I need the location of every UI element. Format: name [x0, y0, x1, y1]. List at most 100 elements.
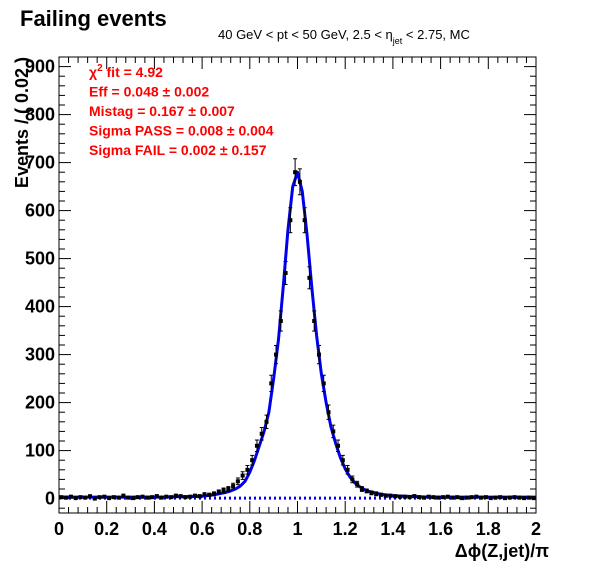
data-point — [498, 495, 503, 500]
data-point — [464, 495, 469, 500]
data-point — [383, 493, 388, 498]
data-point-marker — [336, 443, 341, 448]
y-tick-label: 100 — [25, 441, 55, 461]
data-point-marker — [445, 494, 450, 499]
data-point — [445, 494, 450, 499]
data-point — [402, 494, 407, 499]
data-point-marker — [212, 491, 217, 496]
fit-result-line: χ2 fit = 4.92 — [89, 63, 163, 80]
data-point-marker — [107, 496, 112, 501]
x-tick-label: 1.4 — [380, 519, 405, 539]
y-tick-label: 300 — [25, 345, 55, 365]
data-point-marker — [240, 473, 245, 478]
data-point-marker — [436, 495, 441, 500]
data-point-marker — [469, 495, 474, 500]
data-point-marker — [173, 493, 178, 498]
data-point-marker — [297, 179, 302, 184]
data-point — [78, 495, 83, 500]
data-point — [188, 494, 193, 499]
data-point — [312, 310, 317, 332]
data-point-marker — [169, 495, 174, 500]
data-point — [502, 496, 507, 501]
data-point-marker — [235, 479, 240, 484]
data-point-marker — [526, 495, 531, 500]
fit-result-line: Sigma PASS = 0.008 ± 0.004 — [89, 123, 274, 139]
data-point — [297, 168, 302, 196]
data-point-marker — [245, 467, 250, 472]
data-point-marker — [78, 495, 83, 500]
data-point-marker — [92, 496, 97, 501]
data-point — [212, 491, 217, 497]
data-point-marker — [426, 494, 431, 499]
data-point — [421, 495, 426, 500]
data-point-marker — [479, 495, 484, 500]
data-point-marker — [221, 488, 226, 493]
data-point — [240, 471, 245, 480]
data-point-marker — [369, 490, 374, 495]
data-point — [393, 494, 398, 499]
data-point — [331, 424, 336, 439]
subtitle-suffix: < 2.75, MC — [402, 27, 470, 42]
x-tick-label: 1.6 — [428, 519, 453, 539]
data-point-marker — [431, 495, 436, 500]
data-point-marker — [364, 488, 369, 493]
data-point — [64, 495, 69, 500]
data-point-marker — [283, 271, 288, 275]
data-point — [145, 495, 150, 500]
data-point — [469, 495, 474, 500]
data-point-marker — [455, 495, 460, 500]
data-point-marker — [140, 494, 145, 499]
data-points-layer — [59, 158, 536, 501]
data-point-marker — [402, 494, 407, 499]
data-point — [474, 494, 479, 499]
x-tick-label: 1 — [292, 519, 302, 539]
data-point — [512, 495, 517, 500]
data-point-marker — [111, 495, 116, 500]
data-point-marker — [507, 495, 512, 500]
data-point — [517, 495, 522, 500]
data-point-marker — [383, 493, 388, 498]
data-point — [254, 439, 259, 453]
data-point-marker — [126, 495, 131, 500]
x-tick-label: 2 — [531, 519, 541, 539]
y-tick-label: 600 — [25, 201, 55, 221]
chart-title: Failing events — [20, 6, 167, 31]
data-point-marker — [498, 495, 503, 500]
data-point — [274, 344, 279, 365]
data-point-marker — [512, 495, 517, 500]
data-point-marker — [231, 484, 236, 489]
data-point-marker — [493, 495, 498, 500]
data-point-marker — [488, 496, 493, 501]
data-point-marker — [226, 487, 231, 491]
data-point-marker — [278, 319, 283, 323]
data-point — [293, 158, 298, 187]
fit-result-superscript: 2 — [97, 63, 103, 74]
data-point — [455, 495, 460, 500]
fit-result-line: Eff = 0.048 ± 0.002 — [89, 84, 209, 100]
data-point — [264, 414, 269, 430]
data-point — [59, 495, 64, 500]
data-point — [431, 495, 436, 500]
data-point-marker — [407, 495, 412, 500]
x-tick-label: 0.8 — [237, 519, 262, 539]
data-point — [130, 496, 135, 501]
data-point-marker — [502, 496, 507, 501]
data-point-marker — [374, 491, 379, 496]
data-point-marker — [83, 495, 88, 500]
data-point — [221, 487, 226, 494]
data-point-marker — [121, 493, 126, 498]
data-point — [278, 310, 283, 332]
data-point-marker — [269, 381, 274, 386]
data-point — [407, 495, 412, 500]
data-point-marker — [135, 495, 140, 500]
data-point — [378, 492, 383, 497]
data-point-marker — [345, 467, 350, 472]
data-point — [479, 495, 484, 500]
data-point-marker — [393, 494, 398, 499]
data-point — [450, 495, 455, 500]
data-point — [398, 494, 403, 499]
data-point — [440, 495, 445, 500]
x-tick-label: 0 — [54, 519, 64, 539]
data-point — [340, 454, 345, 466]
